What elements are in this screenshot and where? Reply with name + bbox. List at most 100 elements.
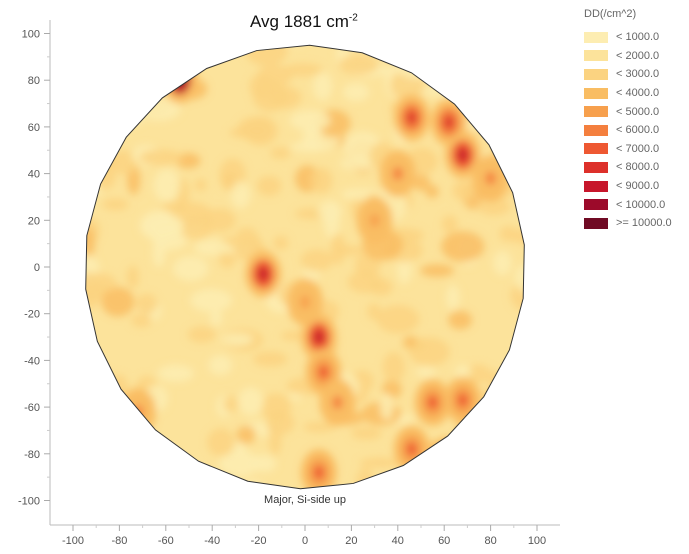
- density-patch: [252, 80, 288, 112]
- density-patch: [194, 45, 216, 58]
- density-patch: [85, 211, 87, 225]
- density-patch: [179, 217, 213, 240]
- density-patch: [416, 365, 437, 378]
- density-patch: [260, 393, 292, 422]
- hotspot: [168, 65, 191, 95]
- y-tick-label: 100: [22, 29, 40, 41]
- density-patch: [412, 174, 431, 191]
- x-tick-label: -40: [204, 535, 220, 547]
- density-patch: [437, 56, 472, 90]
- density-patch: [106, 465, 123, 481]
- density-patch: [488, 122, 515, 153]
- density-patch: [496, 387, 525, 419]
- density-patch: [85, 377, 109, 408]
- density-patch: [312, 71, 333, 101]
- density-patch: [376, 305, 420, 334]
- x-tick-label: 20: [345, 535, 357, 547]
- legend: DD(/cm^2) < 1000.0 < 2000.0 < 3000.0 < 4000…: [584, 8, 672, 233]
- legend-item: < 10000.0: [584, 195, 672, 214]
- legend-swatch: [584, 50, 608, 62]
- density-patch: [323, 207, 340, 239]
- density-patch: [101, 286, 135, 317]
- legend-item: < 5000.0: [584, 102, 672, 121]
- hotspot: [406, 442, 417, 456]
- density-patch: [135, 452, 169, 476]
- y-tick-label: 40: [28, 169, 40, 181]
- x-tick-label: -20: [251, 535, 267, 547]
- density-patch: [257, 64, 293, 87]
- density-patch: [394, 47, 438, 80]
- x-tick-label: 80: [484, 535, 496, 547]
- legend-swatch: [584, 31, 608, 43]
- density-patch: [303, 421, 336, 433]
- hotspot: [161, 56, 198, 104]
- density-patch: [432, 45, 464, 54]
- density-patch: [187, 326, 216, 343]
- density-patch: [161, 458, 176, 489]
- legend-label: >= 10000.0: [616, 217, 672, 230]
- legend-item: < 8000.0: [584, 158, 672, 177]
- density-patch: [108, 374, 130, 408]
- density-patch: [438, 463, 469, 489]
- density-patch: [85, 450, 94, 475]
- density-patch: [270, 146, 291, 160]
- x-tick-label: -60: [158, 535, 174, 547]
- density-patch: [504, 66, 525, 91]
- hotspot: [313, 330, 324, 344]
- density-patch: [432, 436, 461, 467]
- density-patch: [273, 235, 289, 250]
- density-patch: [85, 289, 98, 310]
- legend-swatch: [584, 87, 608, 99]
- density-patch: [218, 450, 260, 478]
- density-patch: [493, 250, 512, 276]
- density-patch: [85, 45, 95, 47]
- density-patch: [490, 396, 508, 419]
- density-patch: [85, 94, 96, 121]
- density-patch: [355, 467, 375, 489]
- density-patch: [330, 233, 346, 265]
- hotspot: [332, 395, 343, 409]
- density-patch: [380, 393, 394, 420]
- density-patch: [383, 45, 418, 55]
- density-patch: [142, 213, 184, 240]
- legend-label: < 2000.0: [616, 49, 660, 62]
- density-patch: [157, 364, 194, 383]
- legend-label: < 7000.0: [616, 142, 660, 155]
- density-patch: [339, 156, 381, 171]
- density-patch: [85, 430, 98, 444]
- density-patch: [367, 303, 381, 321]
- title-text: Avg 1881 cm: [250, 12, 349, 31]
- legend-item: >= 10000.0: [584, 214, 672, 233]
- density-patch: [85, 226, 95, 260]
- density-patch: [469, 85, 493, 119]
- density-patch: [508, 446, 525, 461]
- y-tick-label: -40: [24, 355, 40, 367]
- y-tick-label: -60: [24, 402, 40, 414]
- hotspot: [406, 111, 417, 125]
- x-tick-label: -80: [111, 535, 127, 547]
- density-patch: [85, 368, 112, 382]
- density-patch: [454, 365, 471, 380]
- density-patch: [221, 333, 254, 347]
- hotspot: [126, 397, 149, 427]
- density-patch: [126, 265, 139, 289]
- density-patch: [500, 72, 525, 101]
- density-patch: [477, 197, 511, 216]
- y-tick-label: -80: [24, 449, 40, 461]
- density-patch: [488, 370, 502, 403]
- hotspot: [300, 295, 310, 309]
- hotspot: [392, 167, 403, 181]
- hotspot: [485, 171, 496, 185]
- legend-label: < 10000.0: [616, 198, 666, 211]
- legend-label: < 6000.0: [616, 124, 660, 137]
- density-patch: [460, 421, 501, 449]
- density-patch: [424, 439, 463, 465]
- hotspot: [119, 388, 156, 436]
- density-patch: [455, 73, 486, 89]
- density-patch: [200, 27, 215, 44]
- x-tick-label: 100: [528, 535, 546, 547]
- density-patch: [161, 200, 188, 212]
- density-patch: [240, 480, 267, 489]
- legend-item: < 2000.0: [584, 47, 672, 66]
- x-tick-label: 40: [392, 535, 404, 547]
